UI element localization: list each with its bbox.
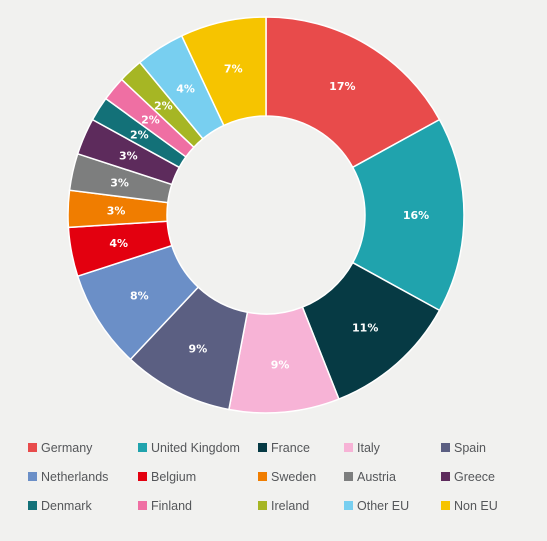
legend-item-denmark: Denmark xyxy=(28,496,138,515)
slice-label-greece: 3% xyxy=(119,149,138,162)
legend-item-netherlands: Netherlands xyxy=(28,467,138,486)
slice-label-ireland: 2% xyxy=(154,100,173,113)
chart-legend: Germany United Kingdom France Italy Spain Net… xyxy=(28,438,528,515)
legend-item-other-eu: Other EU xyxy=(344,496,441,515)
legend-swatch xyxy=(344,443,353,452)
slice-label-germany: 17% xyxy=(329,80,355,93)
slice-label-other-eu: 4% xyxy=(176,82,195,95)
legend-label: Germany xyxy=(41,440,93,455)
legend-swatch xyxy=(28,472,37,481)
legend-label: Sweden xyxy=(271,469,317,484)
slice-germany xyxy=(265,16,441,169)
legend-item-united-kingdom: United Kingdom xyxy=(138,438,258,457)
legend-label: Netherlands xyxy=(41,469,109,484)
legend-swatch xyxy=(344,472,353,481)
legend-label: Other EU xyxy=(357,498,410,513)
legend-item-finland: Finland xyxy=(138,496,258,515)
slice-label-austria: 3% xyxy=(110,176,129,189)
legend-item-sweden: Sweden xyxy=(258,467,344,486)
legend-swatch xyxy=(28,501,37,510)
legend-label: Non EU xyxy=(454,498,498,513)
legend-label: France xyxy=(271,440,310,455)
legend-item-france: France xyxy=(258,438,344,457)
legend-label: Finland xyxy=(151,498,192,513)
slice-label-non-eu: 7% xyxy=(224,63,243,76)
legend-label: United Kingdom xyxy=(151,440,240,455)
slice-label-denmark: 2% xyxy=(130,129,149,142)
legend-label: Denmark xyxy=(41,498,92,513)
legend-item-greece: Greece xyxy=(441,467,531,486)
slice-label-united-kingdom: 16% xyxy=(403,209,429,222)
legend-item-spain: Spain xyxy=(441,438,531,457)
slice-label-france: 11% xyxy=(352,322,378,335)
legend-swatch xyxy=(138,443,147,452)
legend-item-italy: Italy xyxy=(344,438,441,457)
legend-item-germany: Germany xyxy=(28,438,138,457)
legend-swatch xyxy=(28,443,37,452)
legend-label: Greece xyxy=(454,469,495,484)
slice-label-sweden: 3% xyxy=(107,204,126,217)
slice-label-netherlands: 8% xyxy=(130,289,149,302)
slice-label-belgium: 4% xyxy=(109,237,128,250)
donut-chart-svg: 17%16%11%9%9%8%4%3%3%3%2%2%2%4%7% xyxy=(67,16,465,414)
legend-swatch xyxy=(344,501,353,510)
legend-label: Ireland xyxy=(271,498,310,513)
legend-item-non-eu: Non EU xyxy=(441,496,531,515)
slice-label-spain: 9% xyxy=(189,343,208,356)
legend-label: Austria xyxy=(357,469,396,484)
legend-swatch xyxy=(441,501,450,510)
slice-label-italy: 9% xyxy=(271,358,290,371)
legend-label: Italy xyxy=(357,440,380,455)
legend-item-austria: Austria xyxy=(344,467,441,486)
legend-item-ireland: Ireland xyxy=(258,496,344,515)
legend-item-belgium: Belgium xyxy=(138,467,258,486)
legend-label: Spain xyxy=(454,440,486,455)
slice-label-finland: 2% xyxy=(141,113,160,126)
legend-swatch xyxy=(138,501,147,510)
legend-swatch xyxy=(258,501,267,510)
legend-swatch xyxy=(138,472,147,481)
legend-swatch xyxy=(258,443,267,452)
legend-swatch xyxy=(441,443,450,452)
legend-swatch xyxy=(441,472,450,481)
legend-label: Belgium xyxy=(151,469,197,484)
legend-swatch xyxy=(258,472,267,481)
slice-non-eu xyxy=(180,16,267,127)
